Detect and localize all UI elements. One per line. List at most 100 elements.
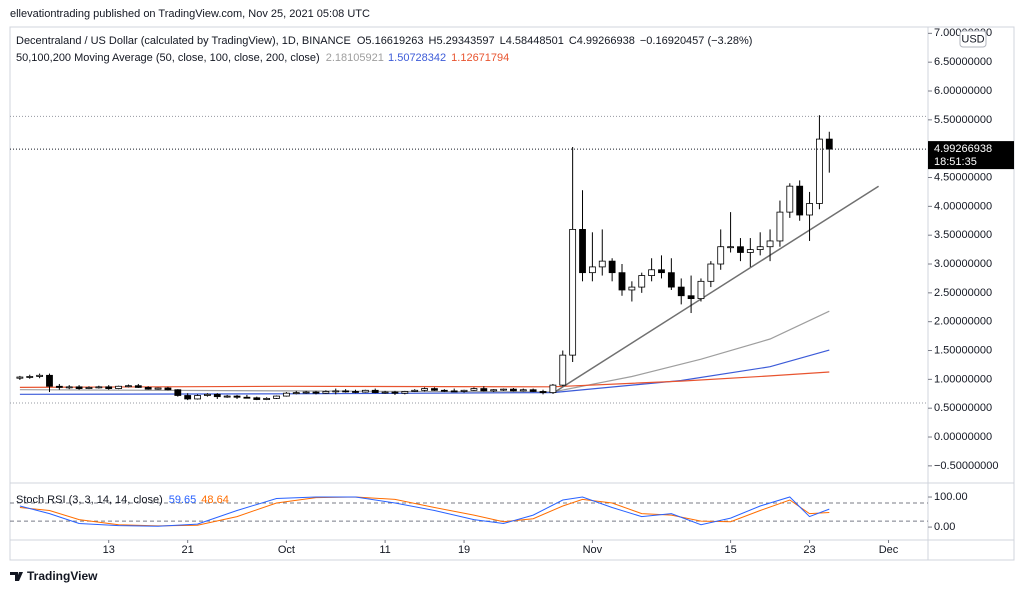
stoch-tick-label: 0.00 xyxy=(934,521,955,533)
candle-body xyxy=(559,354,567,386)
candle-body xyxy=(292,392,300,395)
legend-line: Decentraland / US Dollar (calculated by … xyxy=(16,35,752,47)
candle-body xyxy=(667,272,675,288)
candle-body xyxy=(282,392,290,397)
candle-body xyxy=(707,263,715,282)
candle-body xyxy=(184,395,192,400)
candle-body xyxy=(579,229,586,274)
stoch-tick-label: 100.00 xyxy=(934,491,968,503)
candle-body xyxy=(95,386,103,389)
candle-body xyxy=(776,211,784,242)
stoch-k-value: 59.65 xyxy=(169,494,197,506)
countdown: 18:51:35 xyxy=(934,156,977,168)
candle-body xyxy=(697,280,705,300)
candle-body xyxy=(470,388,478,391)
candle-body xyxy=(816,138,823,204)
candle-body xyxy=(480,388,488,392)
currency-badge[interactable] xyxy=(959,30,987,48)
symbol-title: Decentraland / US Dollar (calculated by … xyxy=(16,35,351,47)
y-tick-label: 1.50000000 xyxy=(934,344,992,356)
y-tick-label: 6.00000000 xyxy=(934,85,992,97)
candle-body xyxy=(352,391,359,393)
currency: USD xyxy=(961,33,984,45)
candle-body xyxy=(549,384,557,394)
candle-body xyxy=(174,389,182,396)
candle-body xyxy=(233,395,241,398)
candle-body xyxy=(263,397,271,400)
candle-body xyxy=(322,391,330,394)
candle-body xyxy=(825,138,833,150)
candle-body xyxy=(737,246,744,253)
y-tick-label: 5.50000000 xyxy=(934,114,992,126)
candle-body xyxy=(687,295,695,300)
candle-body xyxy=(46,374,53,387)
candle-body xyxy=(796,185,804,216)
chart-frame xyxy=(9,26,1015,561)
ma-title: 50,100,200 Moving Average (50, close, 10… xyxy=(16,52,320,64)
candle-body xyxy=(381,391,389,394)
y-tick-label: 1.00000000 xyxy=(934,373,992,385)
publisher: ellevationtrading published on TradingVi… xyxy=(10,8,370,20)
candle-body xyxy=(164,387,172,391)
candle-body xyxy=(213,393,221,398)
candle-body xyxy=(638,275,646,288)
candle-body xyxy=(756,246,764,250)
logo-text: TradingView xyxy=(27,569,98,583)
candle-body xyxy=(588,266,596,274)
candle-body xyxy=(431,388,438,391)
candle-body xyxy=(105,386,113,389)
tradingview-logo: TradingView xyxy=(10,569,98,583)
y-tick-label: 0.50000000 xyxy=(934,402,992,414)
logo-mark xyxy=(10,572,23,581)
stoch-d-value: 48.64 xyxy=(201,494,229,506)
y-tick-label: 2.50000000 xyxy=(934,287,992,299)
x-tick-label: 13 xyxy=(103,544,115,556)
plot: −0.50000000 0.00000000 0.50000000 1.0000000… xyxy=(10,27,1014,556)
y-tick-label: 4.50000000 xyxy=(934,171,992,183)
candle-body xyxy=(460,389,468,392)
x-tick-label: Nov xyxy=(583,544,603,556)
candle-body xyxy=(36,374,44,377)
candle-body xyxy=(618,272,626,291)
candle-body xyxy=(204,393,211,396)
candle-body xyxy=(628,286,636,291)
candle-body xyxy=(154,387,162,390)
moving-average xyxy=(19,371,830,388)
candle-body xyxy=(65,386,73,389)
candle-body xyxy=(55,385,63,388)
candle-body xyxy=(144,387,152,390)
stoch-title: Stoch RSI (3, 3, 14, 14, close) xyxy=(16,494,163,506)
candle-body xyxy=(312,391,320,394)
candle-body xyxy=(786,185,794,213)
candle-body xyxy=(658,269,665,274)
stoch-k-line xyxy=(19,496,830,527)
trendline xyxy=(552,185,880,394)
candle-body xyxy=(490,389,498,392)
last-price-label: 4.99266938 xyxy=(934,143,992,155)
moving-average xyxy=(19,349,830,395)
candle-body xyxy=(440,389,448,392)
y-tick-label: 0.00000000 xyxy=(934,431,992,443)
candle-body xyxy=(529,389,537,392)
candle-body xyxy=(26,376,34,378)
ma-legend: 50,100,200 Moving Average (50, close, 10… xyxy=(16,52,509,64)
candle-body xyxy=(569,229,577,356)
candle-body xyxy=(401,391,409,394)
candle-body xyxy=(806,203,813,216)
x-tick-label: 23 xyxy=(803,544,815,556)
candle-body xyxy=(421,388,428,391)
stoch-legend: Stoch RSI (3, 3, 14, 14, close) 59.65 48.6… xyxy=(16,494,229,506)
candle-body xyxy=(371,389,379,394)
candle-body xyxy=(766,240,774,248)
candle-body xyxy=(598,260,606,268)
ma-value: 1.12671794 xyxy=(451,52,509,64)
candle-body xyxy=(411,389,419,392)
open-label: O5.16619263 xyxy=(357,35,424,47)
y-tick-label: 6.50000000 xyxy=(934,56,992,68)
y-tick-label: 2.00000000 xyxy=(934,316,992,328)
candle-body xyxy=(519,389,527,392)
candle-body xyxy=(677,286,685,297)
candle-body xyxy=(391,391,399,394)
x-tick-label: 21 xyxy=(182,544,194,556)
